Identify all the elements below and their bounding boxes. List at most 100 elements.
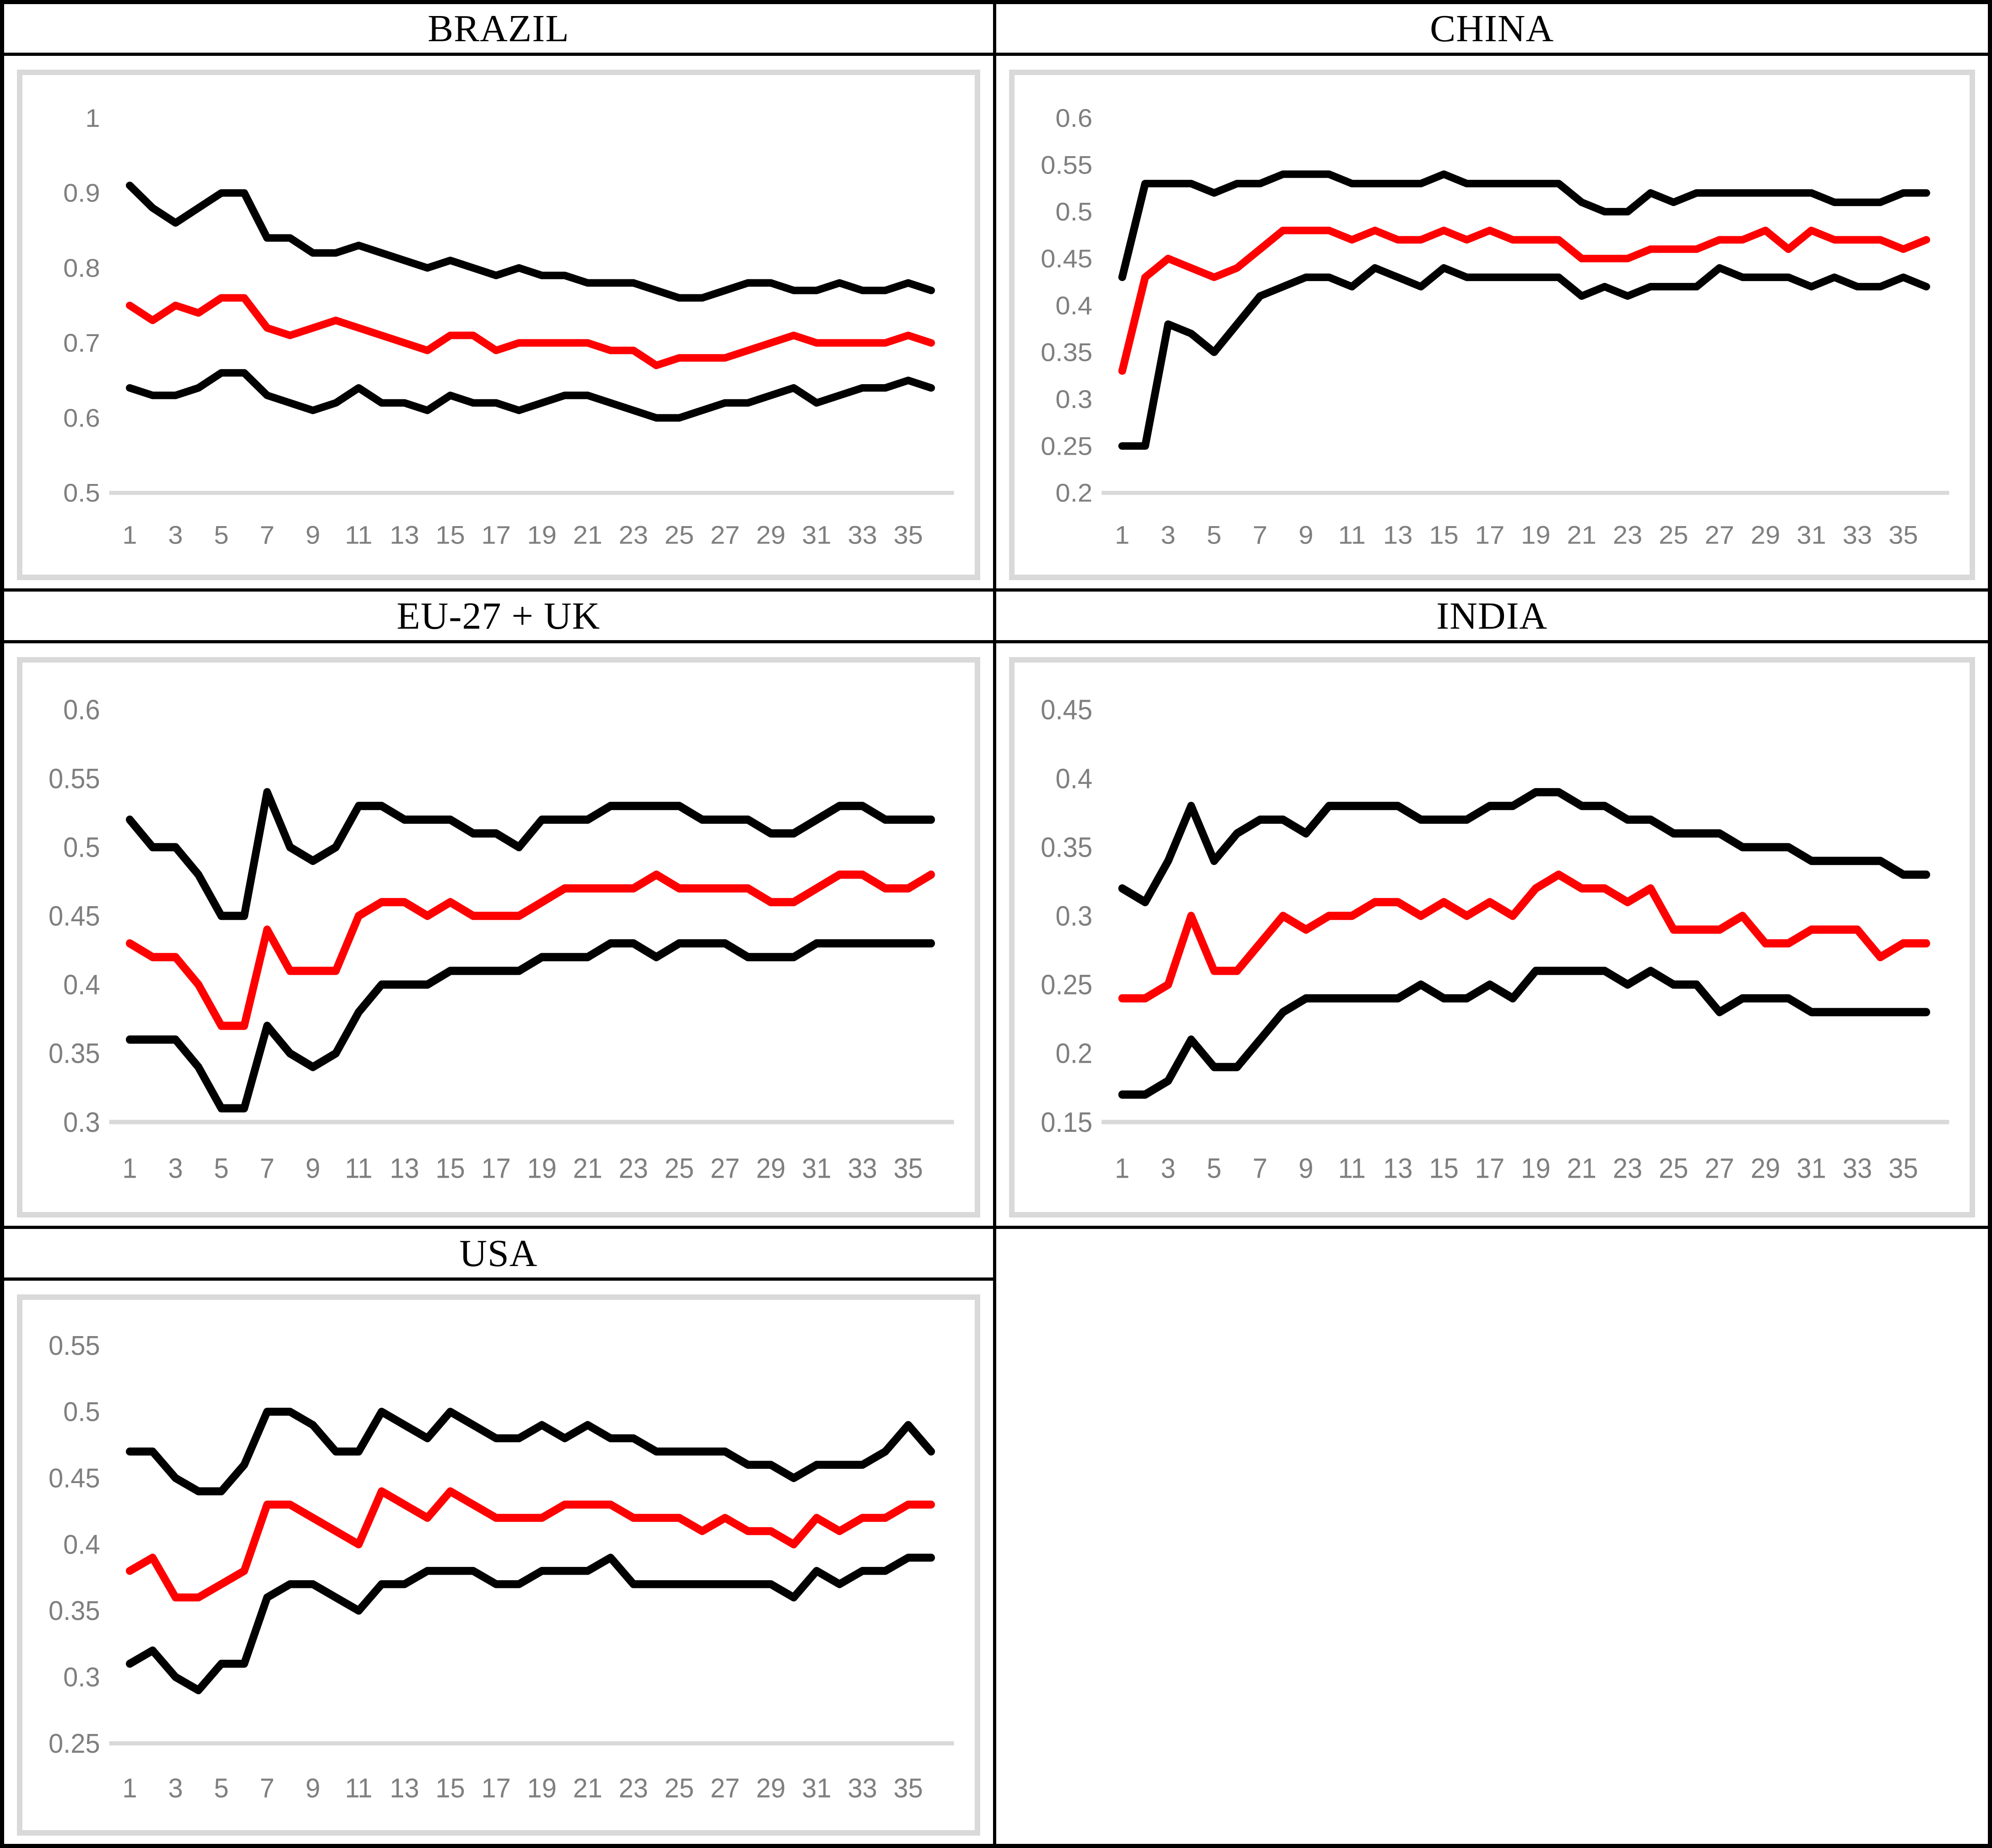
x-tick-label: 7 <box>1253 521 1267 549</box>
series-line-lower-bound <box>1118 264 1930 450</box>
x-tick-label: 29 <box>756 1773 786 1804</box>
x-tick-label: 23 <box>619 1152 648 1184</box>
chart-frame-usa: 0.55 0.5 0.45 0.4 0.35 0.3 0.25 1 3 5 7 9 11 13 15 17 19… <box>17 1294 980 1836</box>
x-tick-label: 31 <box>802 1152 831 1184</box>
chart-eu27-uk: 0.60.550.50.450.40.350.31 3 5 7 9 11 13 15 17 19 2… <box>49 694 954 1184</box>
x-tick-label: 17 <box>481 521 510 549</box>
panel-title-china: CHINA <box>996 4 1988 56</box>
x-tick-label: 7 <box>260 521 274 549</box>
x-tick-label: 35 <box>894 1773 923 1804</box>
series-line-lower-bound <box>125 369 935 422</box>
x-tick-label: 23 <box>619 521 648 549</box>
y-tick-label: 0.8 <box>63 254 100 283</box>
series-line-lower-bound <box>125 1554 935 1695</box>
y-tick-label: 0.55 <box>49 763 100 794</box>
y-tick-label: 0.35 <box>1041 338 1092 367</box>
chart-frame-china: 0.6 0.55 0.5 0.45 0.4 0.35 0.3 0.25 0.2 1 3 5 7 9 11 13… <box>1009 70 1975 580</box>
x-tick-label: 15 <box>435 1152 465 1184</box>
x-tick-label: 19 <box>1521 521 1551 549</box>
series-line-median <box>125 870 935 1030</box>
series-line-median <box>1118 870 1930 1003</box>
x-tick-label: 35 <box>1889 521 1918 549</box>
y-tick-label: 0.2 <box>1055 479 1092 508</box>
x-tick-label: 5 <box>1206 1152 1221 1184</box>
y-tick-label: 0.6 <box>1055 104 1092 133</box>
series-line-median <box>125 294 935 370</box>
chart-frame-brazil: 1 0.9 0.8 0.7 0.6 0.5 1 3 5 7 9 11 13 15 17 19 21 23 25 27 2… <box>17 70 980 580</box>
x-tick-label: 19 <box>1521 1152 1551 1184</box>
x-tick-label: 11 <box>1338 1152 1365 1184</box>
series-line-upper-bound <box>125 788 935 920</box>
series-line-lower-bound <box>125 939 935 1113</box>
x-tick-label: 9 <box>305 1152 320 1184</box>
x-tick-label: 15 <box>1429 521 1459 549</box>
y-tick-label: 0.5 <box>63 832 100 863</box>
series-line-upper-bound <box>1118 788 1930 907</box>
x-tick-label: 17 <box>481 1773 510 1804</box>
x-tick-label: 33 <box>848 521 877 549</box>
panel-title-eu27-uk: EU-27 + UK <box>4 592 993 643</box>
x-tick-label: 9 <box>305 521 320 549</box>
x-tick-label: 23 <box>1612 521 1642 549</box>
x-tick-label: 15 <box>435 1773 465 1804</box>
y-tick-label: 0.35 <box>49 1596 100 1626</box>
panel-title-usa: USA <box>4 1229 993 1281</box>
chart-usa: 0.550.50.450.40.350.30.251 3 5 7 9 11 13 15 17 19… <box>49 1331 954 1804</box>
panel-china: CHINA 0.6 0.55 0.5 0.45 0.4 0.35 0.3 0.25 0.2 1 3 5… <box>996 4 1988 592</box>
series-line-upper-bound <box>125 181 935 302</box>
x-tick-label: 25 <box>664 1152 694 1184</box>
empty-cell <box>996 1229 1988 1844</box>
series-line-upper-bound <box>125 1408 935 1495</box>
x-tick-label: 1 <box>122 1152 137 1184</box>
x-tick-label: 25 <box>664 521 694 549</box>
x-tick-label: 25 <box>664 1773 694 1804</box>
y-tick-label: 1 <box>85 104 100 133</box>
x-tick-label: 27 <box>710 521 739 549</box>
x-tick-label: 11 <box>345 1773 372 1804</box>
x-tick-label: 1 <box>1115 521 1129 549</box>
x-tick-label: 31 <box>1797 521 1826 549</box>
x-tick-label: 3 <box>1161 521 1175 549</box>
x-tick-label: 3 <box>1161 1152 1175 1184</box>
x-tick-label: 27 <box>1704 1152 1734 1184</box>
y-tick-label: 0.45 <box>1041 245 1092 273</box>
x-tick-label: 23 <box>619 1773 648 1804</box>
y-tick-label: 0.4 <box>1055 291 1092 320</box>
y-tick-label: 0.25 <box>49 1728 100 1759</box>
x-tick-label: 21 <box>573 1152 602 1184</box>
x-tick-label: 33 <box>1842 521 1872 549</box>
x-tick-label: 19 <box>527 521 556 549</box>
y-tick-label: 0.4 <box>1055 763 1092 794</box>
x-tick-label: 9 <box>305 1773 320 1804</box>
x-tick-label: 23 <box>1612 1152 1642 1184</box>
x-tick-label: 3 <box>168 1773 183 1804</box>
x-tick-label: 1 <box>122 521 137 549</box>
y-tick-label: 0.3 <box>63 1106 100 1138</box>
panel-usa: USA 0.55 0.5 0.45 0.4 0.35 0.3 0.25 1 3 5 7 9 11 13 15… <box>4 1229 996 1844</box>
chart-india: 0.450.40.350.30.250.20.151 3 5 7 9 11 13 15 17 19… <box>1041 694 1949 1184</box>
x-tick-label: 35 <box>894 521 923 549</box>
panel-eu27-uk: EU-27 + UK 0.6 0.55 0.5 0.45 0.4 0.35 0.3 1 3 5 7 9… <box>4 592 996 1229</box>
y-tick-label: 0.35 <box>49 1038 100 1069</box>
x-tick-label: 11 <box>345 1152 372 1184</box>
x-tick-label: 13 <box>1383 1152 1413 1184</box>
x-tick-label: 31 <box>802 521 831 549</box>
series-line-median <box>125 1487 935 1602</box>
x-tick-label: 11 <box>1338 521 1365 549</box>
x-tick-label: 19 <box>527 1152 556 1184</box>
y-tick-label: 0.45 <box>49 900 100 932</box>
x-tick-label: 21 <box>573 521 602 549</box>
x-tick-label: 5 <box>214 521 228 549</box>
panel-title-india: INDIA <box>996 592 1988 643</box>
x-tick-label: 33 <box>1842 1152 1872 1184</box>
x-tick-label: 31 <box>802 1773 831 1804</box>
y-tick-label: 0.3 <box>1055 900 1092 932</box>
x-tick-label: 9 <box>1298 521 1313 549</box>
y-tick-label: 0.2 <box>1055 1038 1092 1069</box>
x-tick-label: 29 <box>756 521 786 549</box>
x-tick-label: 3 <box>168 1152 183 1184</box>
series-line-upper-bound <box>1118 170 1930 281</box>
y-tick-label: 0.55 <box>49 1331 100 1361</box>
x-tick-label: 35 <box>1889 1152 1918 1184</box>
